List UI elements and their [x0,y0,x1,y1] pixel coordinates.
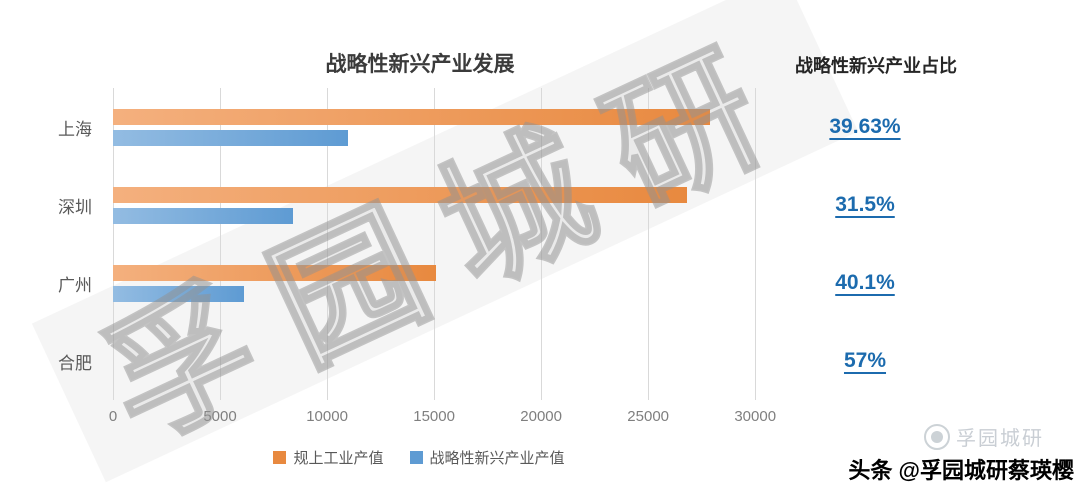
y-axis-label-上海: 上海 [58,119,92,139]
y-axis-label-广州: 广州 [58,275,92,295]
legend-swatch-icon [409,451,423,464]
legend-item-规上工业产值: 规上工业产值 [273,447,384,468]
legend-swatch-icon [273,451,287,464]
chart-row-4 [113,322,798,400]
bar-战略性新兴产业产值-上海 [113,129,349,146]
footer-credit: 头条 @孚园城研蔡瑛樱 [848,458,1074,483]
legend-label: 规上工业产值 [293,450,384,467]
x-tick-label: 25000 [627,408,670,425]
bar-战略性新兴产业产值-广州 [113,285,244,302]
y-axis-labels: 上海 深圳 广州 合肥 [40,88,110,400]
x-tick-label: 5000 [203,408,237,425]
percent-value-上海: 39.63% [829,115,901,138]
legend-item-战略性新兴产业产值: 战略性新兴产业产值 [409,447,565,468]
percent-value-深圳: 31.5% [835,193,895,216]
bar-规上工业产值-上海 [113,108,711,125]
x-tick-label: 30000 [734,408,777,425]
x-tick-label: 20000 [520,408,562,425]
percent-column: 39.63% 31.5% 40.1% 57% [800,88,930,400]
bar-规上工业产值-深圳 [113,186,687,203]
legend: 规上工业产值 战略性新兴产业产值 [113,447,725,468]
chart-row-1 [113,88,798,166]
bar-战略性新兴产业产值-深圳 [113,207,293,224]
footer-logo-row: 孚园城研 [924,422,1044,451]
chart-row-2 [113,166,798,244]
x-axis-labels: 0 5000 10000 15000 20000 25000 30000 [109,408,798,430]
x-tick-label: 10000 [306,408,348,425]
chart-row-3 [113,244,798,322]
percent-value-合肥: 57% [843,349,887,372]
percent-value-广州: 40.1% [835,271,895,294]
x-tick-label: 15000 [413,408,455,425]
legend-label: 战略性新兴产业产值 [429,450,565,467]
footer: 孚园城研 头条 @孚园城研蔡瑛樱 [848,422,1074,485]
fuyuan-logo-icon [924,423,950,450]
y-axis-label-合肥: 合肥 [58,353,92,373]
plot-area [113,88,798,400]
percent-column-header: 战略性新兴产业占比 [795,56,957,76]
x-tick-label: 0 [108,408,118,425]
chart-title: 战略性新兴产业发展 [325,53,515,76]
bar-规上工业产值-广州 [113,264,437,281]
y-axis-label-深圳: 深圳 [58,197,92,217]
footer-logo-text: 孚园城研 [956,428,1044,450]
